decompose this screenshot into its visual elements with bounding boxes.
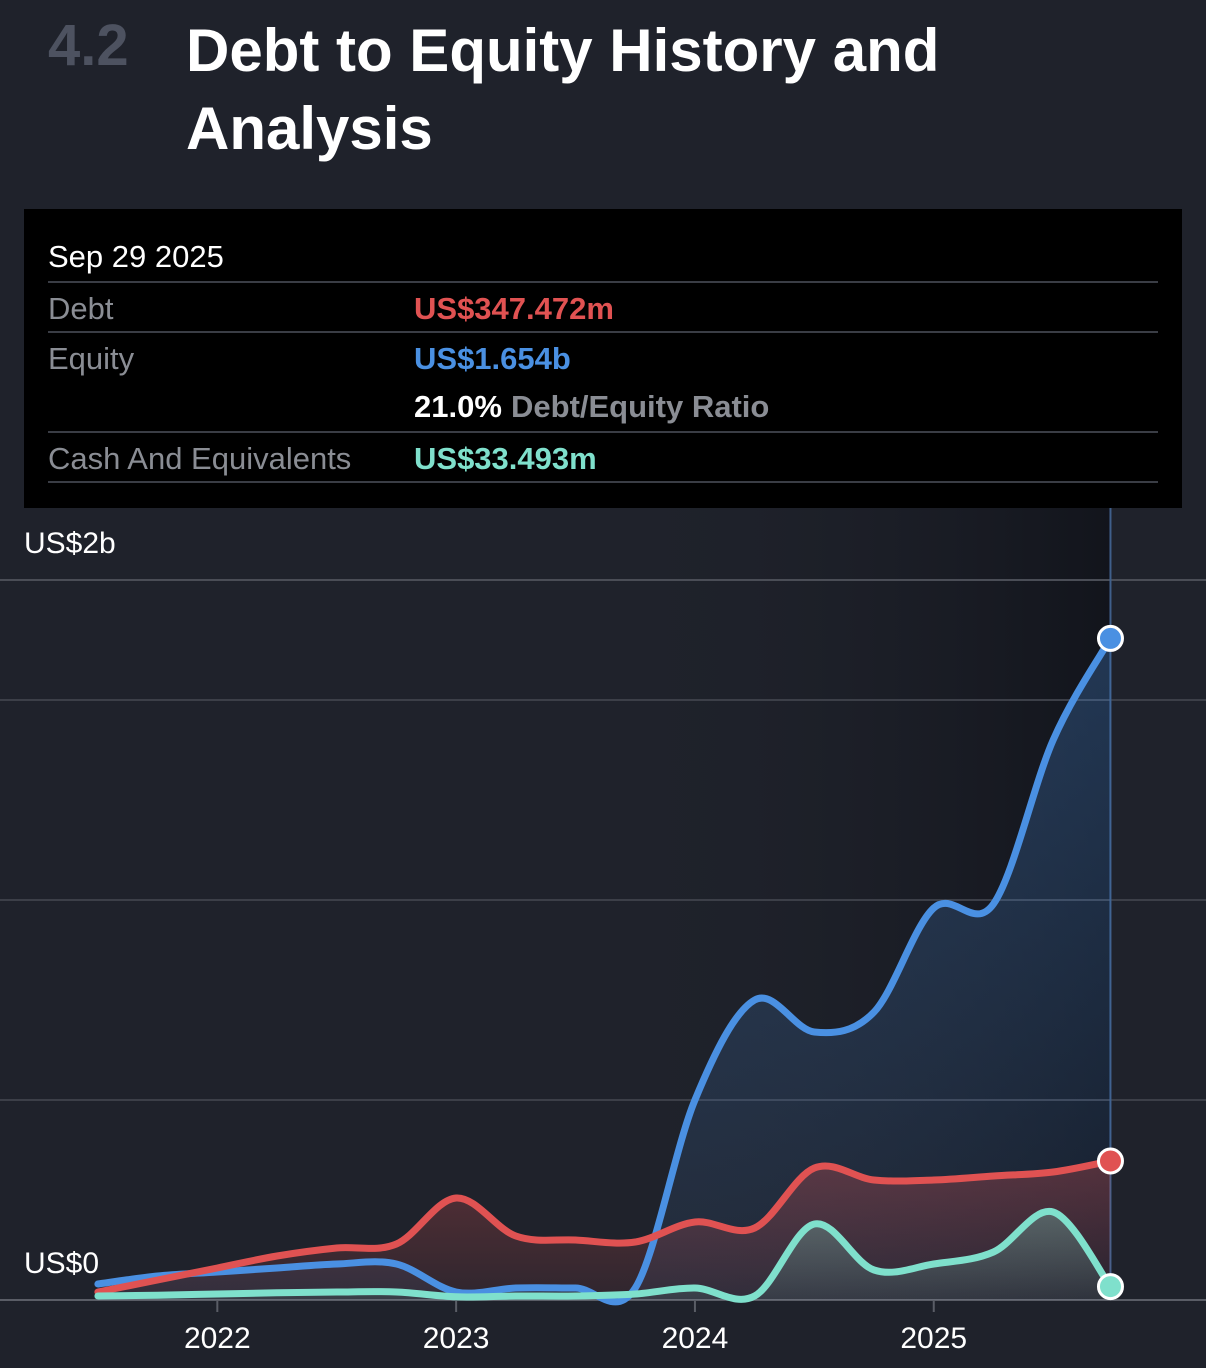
end-point <box>1096 1273 1124 1301</box>
row-label: Equity <box>48 341 135 376</box>
tooltip: Sep 29 2025 Debt US$347.472m Equity US$1… <box>24 209 1182 508</box>
tooltip-row: Equity US$1.654b 21.0% Debt/Equity Ratio <box>48 331 1158 431</box>
x-tick-label: 2024 <box>662 1322 729 1355</box>
row-value: US$33.493m <box>414 441 597 476</box>
x-tick-label: 2022 <box>184 1322 251 1355</box>
tooltip-row: Cash And Equivalents US$33.493m <box>48 431 1158 483</box>
y-tick-label: US$0 <box>24 1247 99 1280</box>
line <box>94 1207 1114 1303</box>
row-value: US$1.654b <box>414 341 571 376</box>
end-point <box>1096 1147 1124 1175</box>
tooltip-row: Debt US$347.472m <box>48 281 1158 333</box>
x-tick-label: 2023 <box>423 1322 490 1355</box>
row-label: Debt <box>48 291 114 326</box>
page-title: Debt to Equity History and Analysis <box>186 17 940 162</box>
tooltip-date: Sep 29 2025 <box>48 239 224 274</box>
line <box>94 1157 1114 1296</box>
row-label: Cash And Equivalents <box>48 441 352 476</box>
end-point <box>1096 624 1124 652</box>
line <box>94 634 1114 1306</box>
area <box>97 1211 1111 1300</box>
area <box>97 638 1111 1302</box>
x-tick-label: 2025 <box>900 1322 967 1355</box>
divider <box>48 481 1158 483</box>
y-tick-label: US$2b <box>24 527 116 560</box>
ratio-value: 21.0% <box>414 389 502 424</box>
row-value: US$347.472m <box>414 291 614 326</box>
ratio-label: Debt/Equity Ratio <box>511 389 770 424</box>
section-number: 4.2 <box>48 13 129 78</box>
